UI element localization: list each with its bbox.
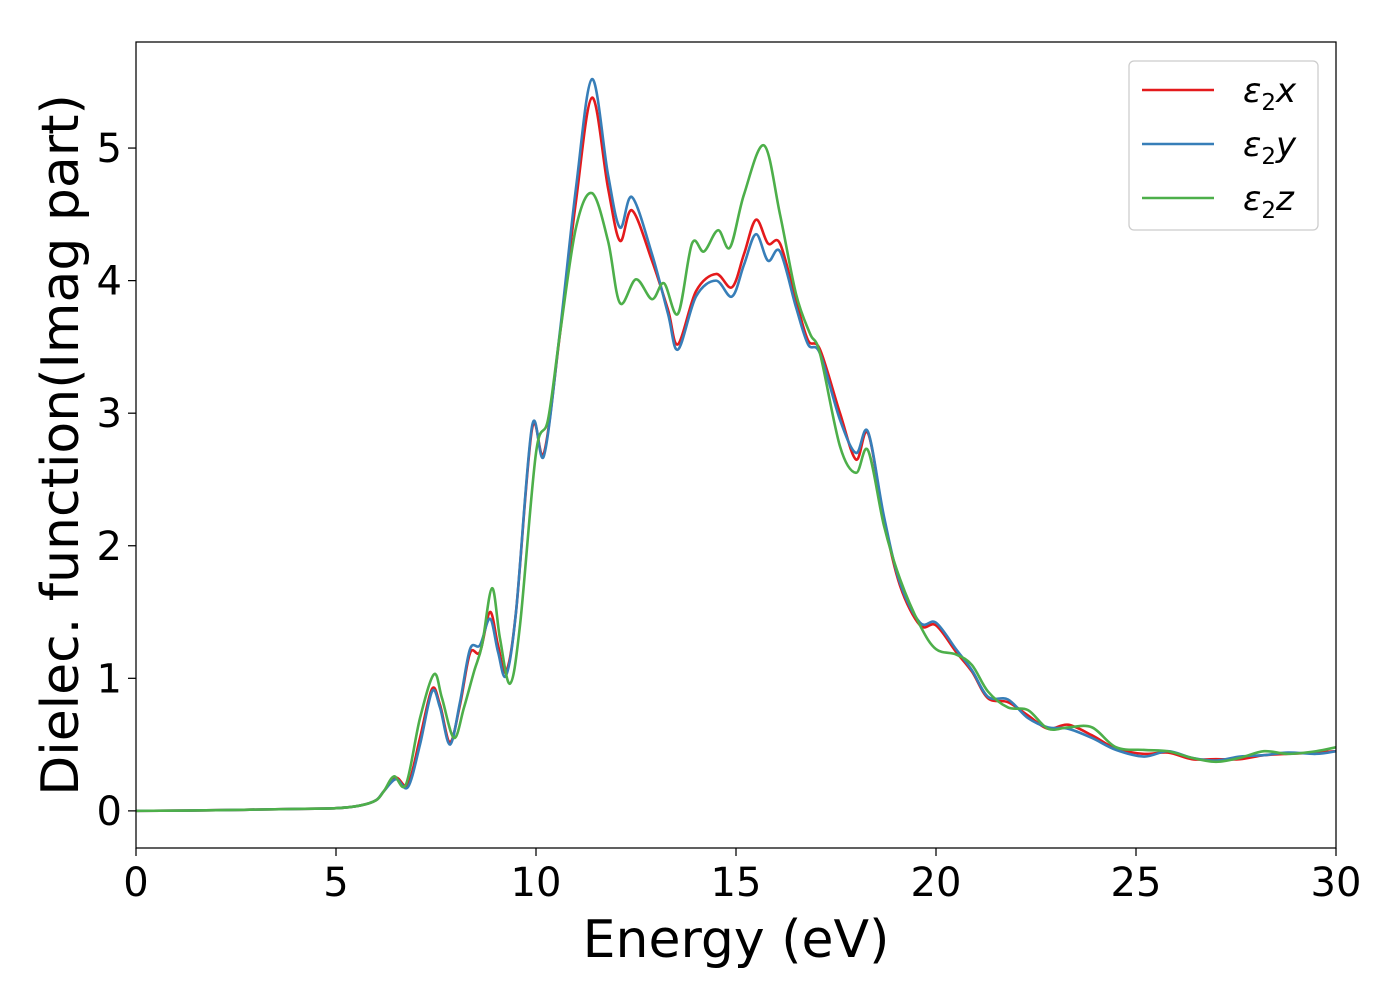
x-tick-label: 5 [323, 860, 348, 906]
y-axis-ticks: 0 1 2 3 4 5 [97, 126, 136, 835]
legend-label-y: ε2y [1243, 125, 1297, 170]
y-tick-label: 1 [97, 656, 122, 702]
x-tick-label: 10 [511, 860, 562, 906]
x-axis-label: Energy (eV) [583, 910, 890, 970]
y-tick-label: 4 [97, 259, 122, 305]
x-tick-label: 30 [1311, 860, 1362, 906]
x-tick-label: 0 [123, 860, 148, 906]
y-tick-label: 2 [97, 524, 122, 570]
y-tick-label: 5 [97, 126, 122, 172]
y-tick-label: 0 [97, 789, 122, 835]
legend-label-x: ε2x [1243, 71, 1297, 116]
x-tick-label: 25 [1111, 860, 1162, 906]
x-tick-label: 15 [711, 860, 762, 906]
x-tick-label: 20 [911, 860, 962, 906]
x-axis-ticks: 0 5 10 15 20 25 30 [123, 848, 1361, 906]
y-tick-label: 3 [97, 391, 122, 437]
y-axis-label: Dielec. function(Imag part) [31, 94, 91, 796]
series-line-z [136, 144, 1336, 813]
legend: ε2x ε2y ε2z [1128, 60, 1319, 231]
legend-box [1128, 60, 1319, 231]
series-layer [136, 77, 1336, 813]
legend-label-z: ε2z [1243, 179, 1295, 224]
